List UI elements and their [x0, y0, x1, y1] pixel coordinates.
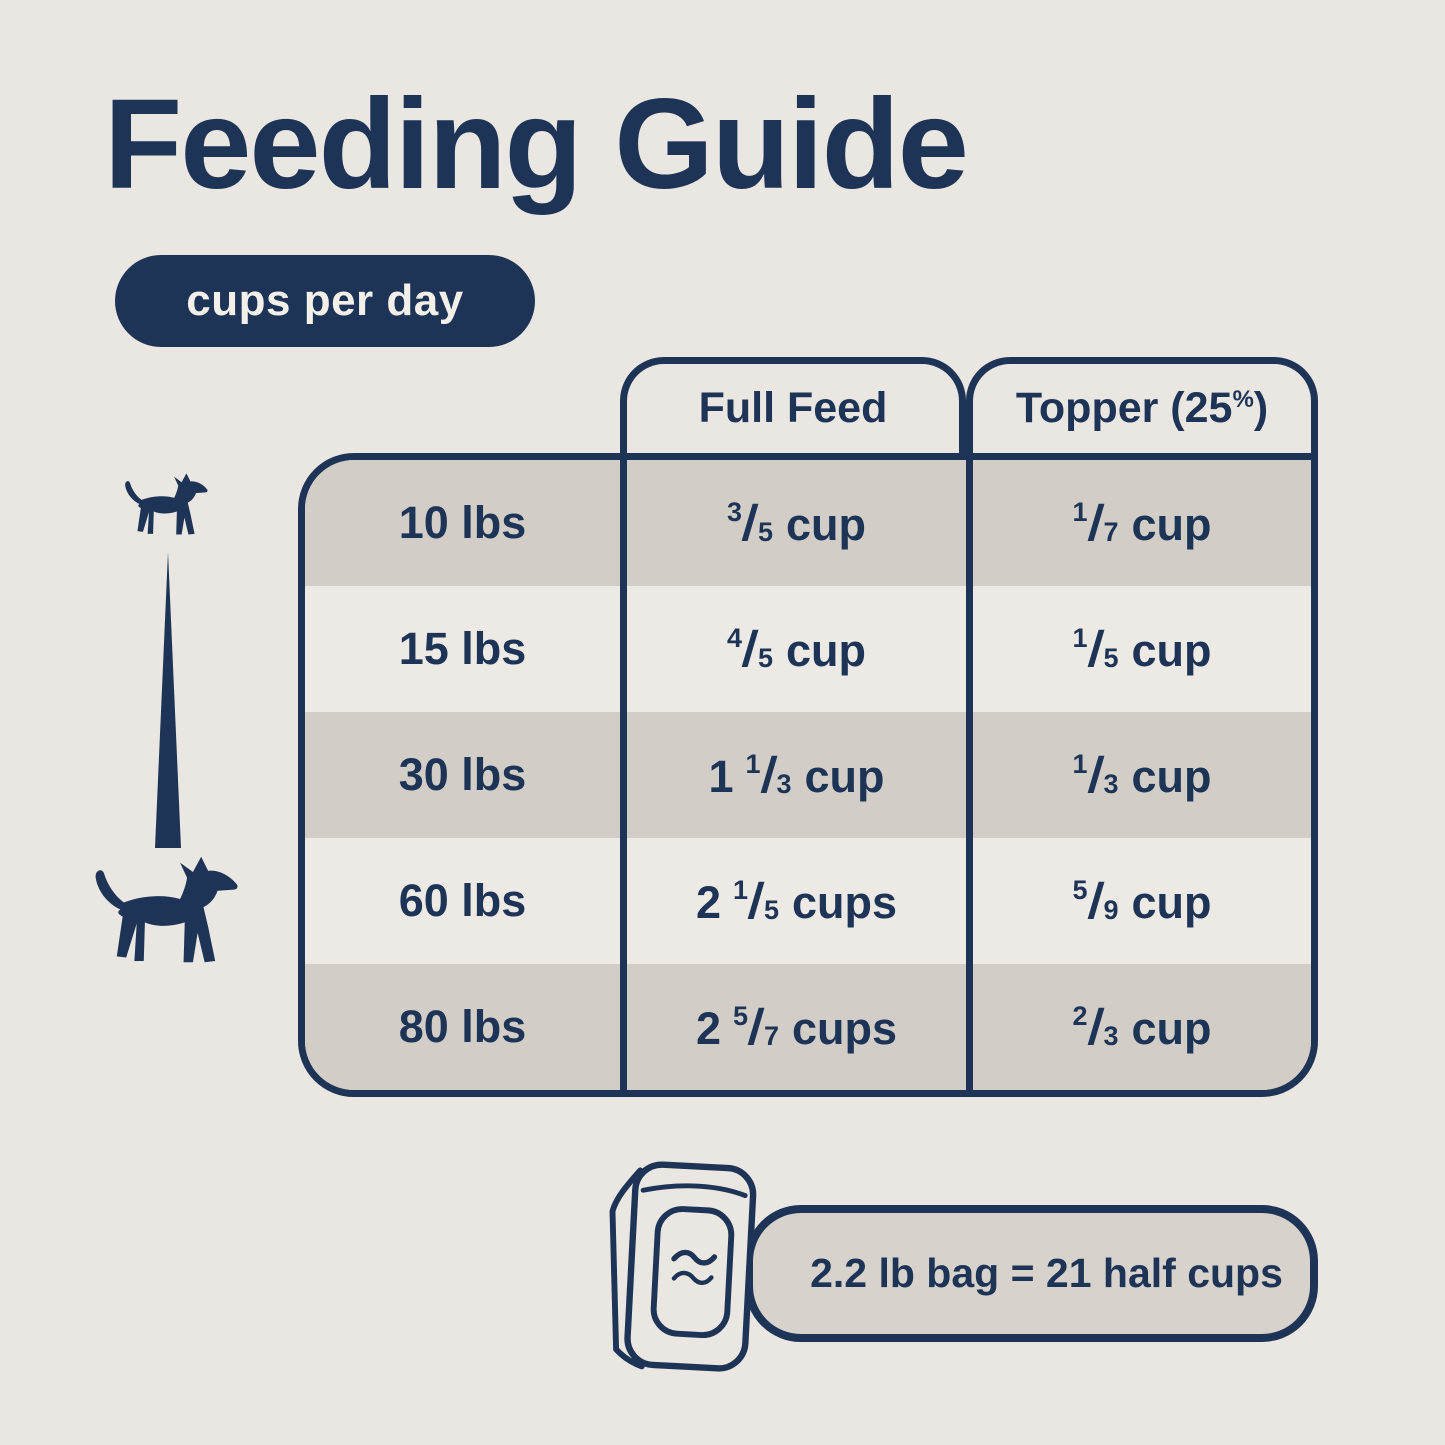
topper-cell: 15cup: [966, 586, 1311, 712]
table-row-15lbs: 15 lbs 45cup 15cup: [305, 586, 1311, 712]
weight-cell: 15 lbs: [398, 623, 527, 674]
column-header-full-feed: Full Feed: [620, 357, 966, 453]
full-feed-cell: 257cups: [620, 964, 966, 1090]
page-title: Feeding Guide: [104, 73, 969, 216]
kibble-wave-icon: [671, 1249, 718, 1266]
full-feed-cell: 35cup: [620, 460, 966, 586]
weight-cell: 10 lbs: [398, 497, 527, 548]
topper-cell: 23cup: [966, 964, 1311, 1090]
size-range-taper-icon: [155, 552, 181, 848]
amount: 113cup: [708, 746, 884, 804]
topper-label: Topper (25%): [1015, 384, 1269, 432]
amount: 17cup: [1073, 494, 1212, 552]
topper-cell: 13cup: [966, 712, 1311, 838]
table-row-80lbs: 80 lbs 257cups 23cup: [305, 964, 1311, 1090]
topper-cell: 17cup: [966, 460, 1311, 586]
amount: 15cup: [1073, 620, 1212, 678]
dog-food-bag-icon: [609, 1161, 757, 1372]
amount: 257cups: [696, 998, 897, 1056]
table-column-headers: Full Feed Topper (25%): [298, 357, 1318, 453]
feeding-table: Full Feed Topper (25%) 10 lbs 35cup 17cu…: [298, 357, 1318, 1097]
amount: 35cup: [727, 494, 866, 552]
small-dog-icon: [125, 473, 208, 535]
full-feed-label: Full Feed: [698, 384, 888, 432]
table-row-60lbs: 60 lbs 215cups 59cup: [305, 838, 1311, 964]
full-feed-cell: 45cup: [620, 586, 966, 712]
bag-conversion-text: 2.2 lb bag = 21 half cups: [810, 1250, 1283, 1296]
full-feed-cell: 113cup: [620, 712, 966, 838]
amount: 13cup: [1073, 746, 1212, 804]
kibble-wave-icon: [671, 1270, 714, 1286]
table-body: 10 lbs 35cup 17cup 15 lbs 45cup 15cup 30…: [298, 453, 1318, 1097]
amount: 45cup: [727, 620, 866, 678]
full-feed-cell: 215cups: [620, 838, 966, 964]
percent-superscript: %: [1232, 386, 1254, 413]
topper-cell: 59cup: [966, 838, 1311, 964]
weight-cell: 80 lbs: [398, 1001, 527, 1052]
cups-per-day-badge: cups per day: [115, 255, 535, 347]
cups-per-day-label: cups per day: [186, 276, 464, 325]
table-row-30lbs: 30 lbs 113cup 13cup: [305, 712, 1311, 838]
large-dog-icon: [95, 856, 238, 963]
weight-cell: 30 lbs: [398, 749, 527, 800]
column-header-topper: Topper (25%): [966, 357, 1318, 453]
table-row-10lbs: 10 lbs 35cup 17cup: [305, 460, 1311, 586]
bag-conversion-pill: 2.2 lb bag = 21 half cups: [745, 1205, 1318, 1342]
amount: 215cups: [696, 872, 897, 930]
weight-cell: 60 lbs: [398, 875, 527, 926]
amount: 23cup: [1073, 998, 1212, 1056]
amount: 59cup: [1073, 872, 1212, 930]
